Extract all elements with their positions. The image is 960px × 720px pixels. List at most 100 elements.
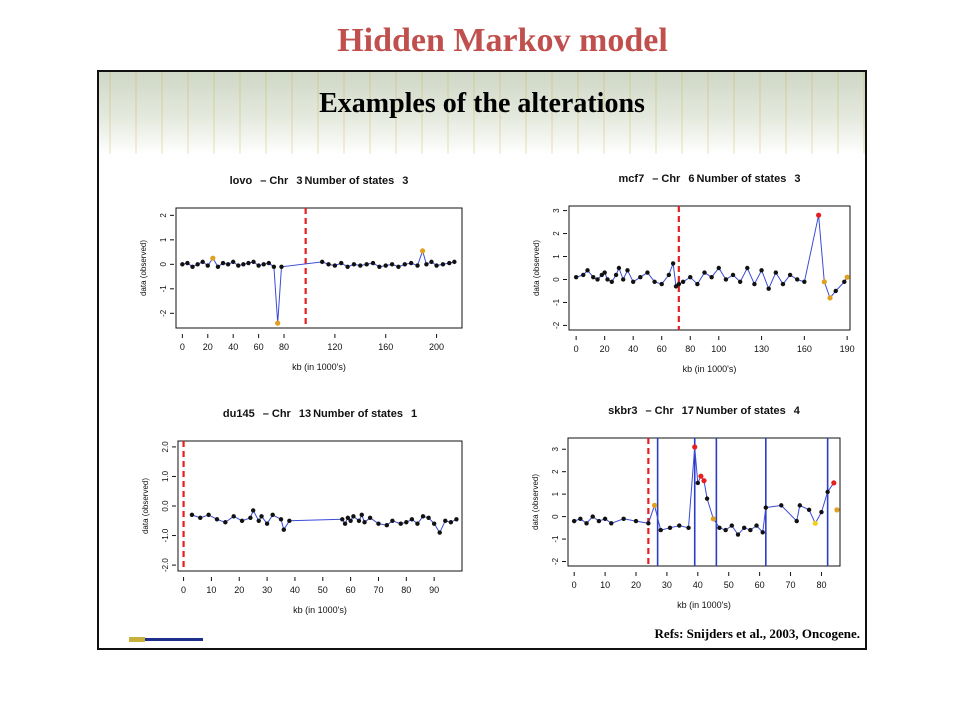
data-point xyxy=(415,263,420,268)
data-point xyxy=(389,262,395,267)
chart-title: skbr3 – Chr 17 Number of states 4 xyxy=(608,405,801,417)
data-point xyxy=(396,264,401,269)
data-point xyxy=(287,518,292,523)
data-point xyxy=(409,517,415,522)
data-point xyxy=(752,281,757,287)
data-point xyxy=(231,259,236,265)
chart-title: du145 – Chr 13 Number of states 1 xyxy=(223,408,417,420)
y-axis-label: data (observed) xyxy=(139,240,148,296)
series-line xyxy=(574,446,835,536)
data-point xyxy=(434,263,439,268)
data-point xyxy=(735,532,741,537)
data-point xyxy=(686,525,691,531)
plot-frame xyxy=(568,205,851,331)
data-point xyxy=(220,260,226,266)
data-point xyxy=(383,263,388,268)
data-point xyxy=(332,263,338,268)
chart-title-part: 1 xyxy=(411,408,417,420)
chart-title: lovo – Chr 3 Number of states 3 xyxy=(230,175,409,187)
y-tick-label: 1.0 xyxy=(161,470,170,482)
data-point xyxy=(688,274,693,280)
data-point xyxy=(625,268,630,273)
x-tick-label: 30 xyxy=(662,580,672,590)
data-point xyxy=(345,264,350,269)
data-point xyxy=(351,262,357,267)
data-point xyxy=(408,260,414,266)
data-point xyxy=(367,515,373,521)
x-tick-label: 20 xyxy=(203,342,213,352)
x-tick-label: 60 xyxy=(755,580,765,590)
x-tick-label: 160 xyxy=(797,344,812,354)
data-point xyxy=(748,527,753,533)
data-point xyxy=(398,521,403,526)
x-tick-label: 100 xyxy=(711,344,726,354)
x-tick-label: 0 xyxy=(181,585,186,595)
y-tick-label: -2.0 xyxy=(161,558,170,572)
data-point xyxy=(585,268,590,273)
data-point xyxy=(595,277,600,282)
state-point xyxy=(812,520,818,526)
data-point xyxy=(571,518,577,524)
y-tick-label: 0 xyxy=(552,277,561,282)
data-point xyxy=(359,512,364,518)
data-point xyxy=(659,281,664,287)
y-tick-label: 2 xyxy=(551,469,560,474)
state-point xyxy=(710,516,716,522)
data-point xyxy=(271,264,277,269)
x-tick-label: 10 xyxy=(600,580,610,590)
data-point xyxy=(264,521,270,526)
x-tick-label: 50 xyxy=(318,585,328,595)
x-tick-label: 160 xyxy=(378,342,393,352)
x-axis-label: kb (in 1000's) xyxy=(293,605,347,615)
data-point xyxy=(454,517,459,522)
data-point xyxy=(621,277,626,282)
data-point xyxy=(424,262,429,267)
y-axis-label: data (observed) xyxy=(531,474,540,530)
data-point xyxy=(763,505,769,510)
data-point xyxy=(833,288,838,294)
data-point xyxy=(447,260,452,266)
data-point xyxy=(602,516,608,522)
x-tick-label: 40 xyxy=(628,344,638,354)
chart-title-part: Number of states xyxy=(696,173,786,185)
data-point xyxy=(278,517,284,522)
chart-panel-3: skbr3– Chr 17 Number of states 40 10 20 30 40 50… xyxy=(531,405,841,610)
data-point xyxy=(819,509,824,515)
y-tick-label: 2 xyxy=(552,231,561,236)
x-tick-label: 20 xyxy=(600,344,610,354)
chart-panel-0: lovo – Chr 3 Number of states 30 20 40 60 80 120 1… xyxy=(139,175,463,372)
data-point xyxy=(754,523,759,528)
data-point xyxy=(773,270,779,275)
references-note: Refs: Snijders et al., 2003, Oncogene. xyxy=(654,626,860,641)
data-point xyxy=(420,514,426,519)
data-point xyxy=(797,503,803,508)
data-point xyxy=(780,281,786,287)
chart-title-part: – Chr xyxy=(646,405,675,417)
state-point xyxy=(419,248,426,254)
data-point xyxy=(426,515,431,521)
x-tick-label: 50 xyxy=(724,580,734,590)
data-point xyxy=(246,260,251,266)
data-point xyxy=(787,272,793,278)
data-point xyxy=(223,520,228,525)
plot-frame xyxy=(175,207,463,329)
state-point xyxy=(816,212,822,218)
data-point xyxy=(723,527,728,533)
data-point xyxy=(452,259,457,265)
data-point xyxy=(613,272,619,278)
y-tick-label: -2 xyxy=(551,557,560,565)
x-tick-label: 80 xyxy=(816,580,826,590)
data-point xyxy=(190,264,195,269)
data-point xyxy=(342,521,348,526)
data-point xyxy=(384,523,390,528)
x-tick-label: 10 xyxy=(206,585,216,595)
x-tick-label: 0 xyxy=(180,342,185,352)
data-point xyxy=(695,480,701,486)
chart-title-part: Number of states xyxy=(304,175,394,187)
data-point xyxy=(802,279,807,284)
state-point xyxy=(831,480,837,486)
y-tick-label: 1 xyxy=(551,491,560,496)
data-point xyxy=(806,507,812,513)
data-point xyxy=(206,512,211,518)
data-point xyxy=(591,274,596,280)
